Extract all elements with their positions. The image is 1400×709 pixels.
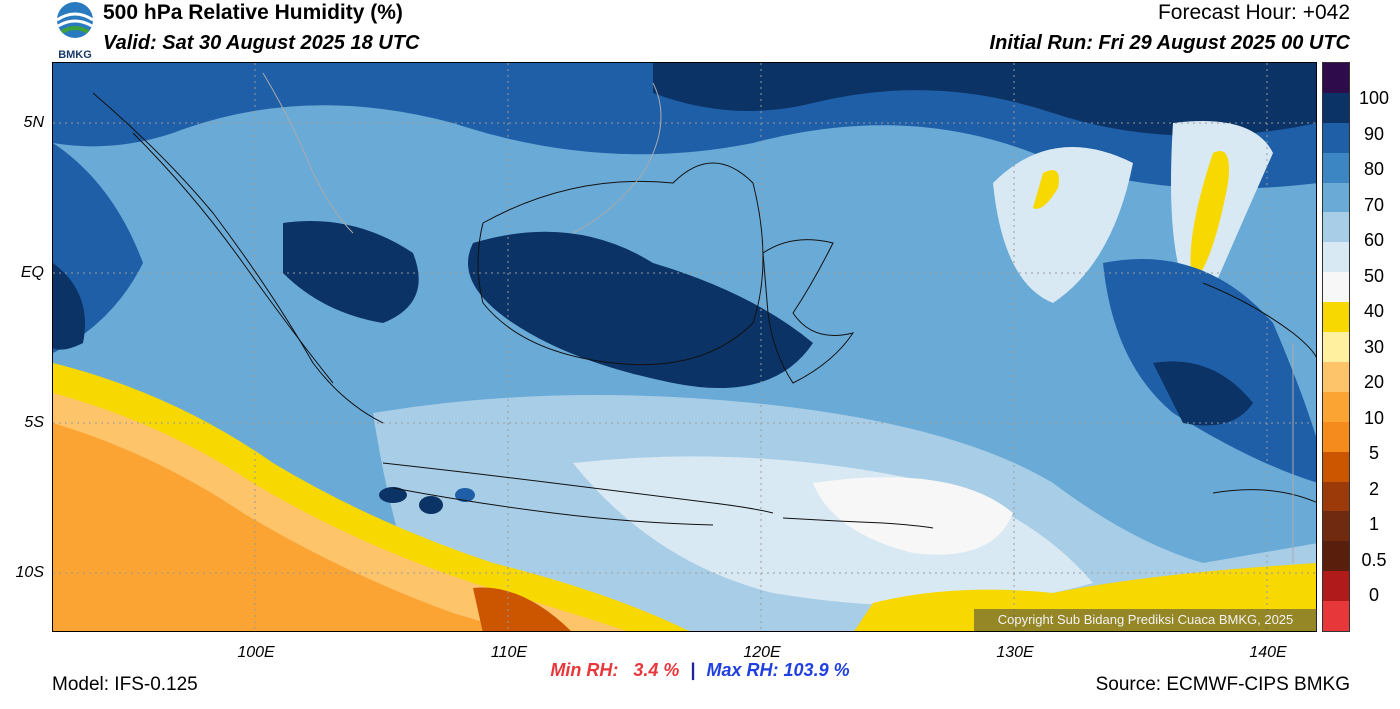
java-coast [382,462,774,514]
lon-label-130e: 130E [996,644,1034,661]
colorbar-label: 40 [1363,301,1385,321]
min-max-separator: | [690,660,696,680]
colorbar-label: 70 [1363,194,1385,215]
colorbar-segment [1323,242,1349,273]
forecast-hour: Forecast Hour: +042 [1157,1,1350,24]
colorbar [1322,62,1350,632]
colorbar-segment [1323,451,1349,482]
sulawesi-coast [762,239,855,384]
colorbar-label: 100 [1358,88,1390,108]
colorbar-segment [1323,122,1349,153]
colorbar-segment [1323,511,1349,542]
colorbar-segment [1323,481,1349,512]
colorbar-segment [1323,391,1349,422]
colorbar-label: 60 [1363,230,1385,250]
colorbar-segment [1323,421,1349,452]
colorbar-segment [1323,332,1349,363]
colorbar-label: 30 [1363,336,1385,357]
min-rh-value: 3.4 % [633,660,680,680]
colorbar-segment [1323,571,1349,602]
colorbar-segment [1323,92,1349,123]
data-source: Source: ECMWF-CIPS BMKG [1095,674,1350,695]
lat-label-5s: 5S [24,414,44,431]
borneo-coast [477,162,764,366]
bmkg-logo: BMKG [56,2,94,61]
map-canvas [53,63,1316,631]
lon-label-140e: 140E [1249,644,1287,661]
colorbar-label: 5 [1368,443,1379,463]
lon-label-120e: 120E [743,644,781,661]
colorbar-label: 90 [1363,123,1385,144]
colorbar-label: 80 [1363,159,1385,179]
humidity-map [52,62,1317,632]
valid-time: Valid: Sat 30 August 2025 18 UTC [103,32,420,54]
colorbar-segment [1323,601,1349,632]
colorbar-label: 50 [1363,265,1385,286]
colorbar-segment [1323,63,1349,93]
colorbar-segment [1323,212,1349,243]
colorbar-label: 1 [1368,514,1379,534]
colorbar-segment [1323,272,1349,303]
colorbar-label: 20 [1363,372,1385,392]
min-max-readout: Min RH: 3.4 % | Max RH: 103.9 % [0,660,1400,681]
lat-label-10s: 10S [15,564,44,581]
min-rh-label: Min RH: [550,660,619,680]
model-name: Model: IFS-0.125 [52,674,198,695]
map-title: 500 hPa Relative Humidity (%) [103,1,403,24]
logo-text: BMKG [58,49,92,61]
initial-run: Initial Run: Fri 29 August 2025 00 UTC [989,32,1350,54]
colorbar-label: 2 [1368,478,1379,499]
copyright-notice: Copyright Sub Bidang Prediksi Cuaca BMKG… [974,609,1317,631]
max-rh-value: 103.9 % [783,660,850,680]
max-rh-label: Max RH: [706,660,779,680]
colorbar-segment [1323,541,1349,572]
colorbar-segment [1323,361,1349,392]
colorbar-segment [1323,152,1349,183]
colorbar-label: 0 [1368,585,1379,605]
colorbar-segment [1323,302,1349,333]
lat-label-5n: 5N [23,114,44,131]
colorbar-label: 0.5 [1361,549,1387,570]
colorbar-segment [1323,182,1349,213]
sumatra-coast [92,92,384,424]
colorbar-label: 10 [1363,407,1385,428]
lon-label-110e: 110E [490,644,528,661]
lon-label-100e: 100E [237,644,275,661]
lat-label-eq: EQ [20,264,44,281]
